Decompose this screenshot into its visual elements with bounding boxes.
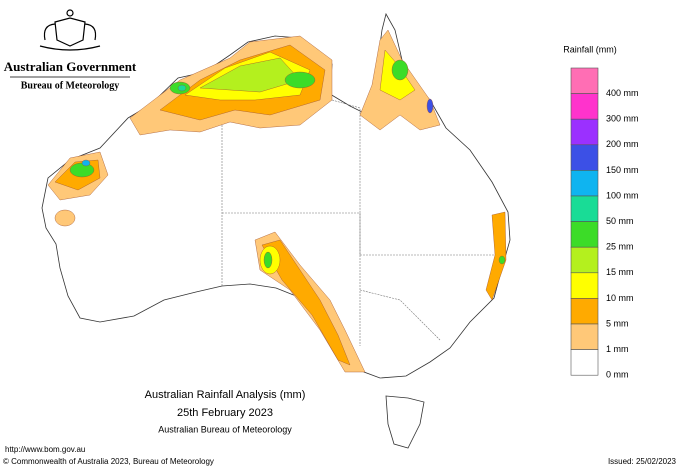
legend-swatch xyxy=(570,298,599,325)
legend-swatch xyxy=(570,221,599,248)
legend-label: 5 mm xyxy=(606,318,629,328)
caption-title: Australian Rainfall Analysis (mm) xyxy=(145,389,306,401)
caption-source: Australian Bureau of Meteorology xyxy=(158,424,292,434)
footer-url: http://www.bom.gov.au xyxy=(5,445,85,454)
legend-label: 50 mm xyxy=(606,216,634,226)
legend-label: 10 mm xyxy=(606,293,634,303)
legend-label: 25 mm xyxy=(606,242,634,252)
caption-date: 25th February 2023 xyxy=(177,407,273,419)
bureau: Bureau of Meteorology xyxy=(21,80,120,91)
legend-label: 400 mm xyxy=(606,88,639,98)
footer-copyright: © Commonwealth of Australia 2023, Bureau… xyxy=(3,457,214,466)
legend: 400 mm 300 mm 200 mm 150 mm 100 mm 50 mm 25 mm… xyxy=(570,67,639,380)
crest xyxy=(39,9,101,51)
legend-swatch xyxy=(570,118,599,146)
legend-swatch xyxy=(570,93,599,120)
footer-issued: Issued: 25/02/2023 xyxy=(608,457,677,466)
legend-label: 0 mm xyxy=(606,370,629,380)
rain-areas xyxy=(47,29,507,373)
legend-swatch xyxy=(570,144,599,171)
legend-label: 100 mm xyxy=(606,190,639,200)
tasmania xyxy=(385,395,425,449)
government: Australian Government xyxy=(4,59,137,74)
legend-swatch xyxy=(570,272,599,299)
legend-swatch xyxy=(570,170,599,197)
legend-label: 200 mm xyxy=(606,139,639,149)
legend-swatch xyxy=(570,195,599,222)
legend-swatch xyxy=(570,246,599,274)
legend-label: 150 mm xyxy=(606,165,639,175)
legend-swatch xyxy=(570,67,599,94)
legend-label: 1 mm xyxy=(606,344,629,354)
legend-swatch xyxy=(570,349,599,376)
legend-title: Rainfall (mm) xyxy=(563,44,617,54)
legend-label: 300 mm xyxy=(606,114,639,124)
legend-swatch xyxy=(570,323,599,350)
legend-label: 15 mm xyxy=(606,267,634,277)
